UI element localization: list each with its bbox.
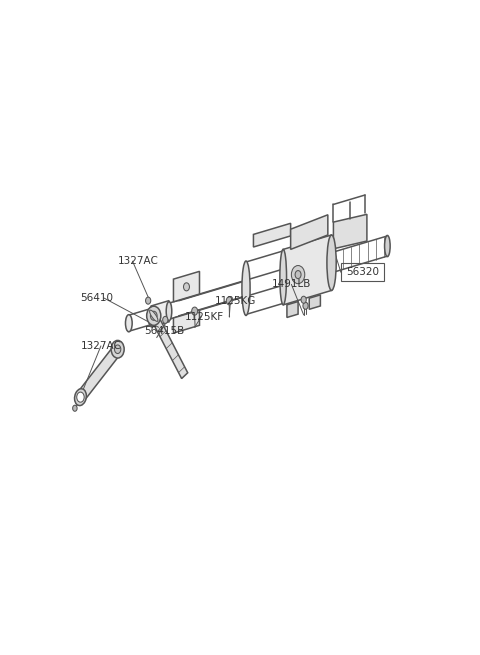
Ellipse shape: [166, 302, 172, 321]
Polygon shape: [151, 301, 169, 327]
Ellipse shape: [148, 307, 154, 326]
Circle shape: [183, 283, 190, 291]
Polygon shape: [151, 313, 188, 379]
Text: 1327AC: 1327AC: [81, 341, 121, 351]
Ellipse shape: [384, 235, 390, 257]
Polygon shape: [283, 235, 332, 305]
Polygon shape: [253, 223, 290, 247]
Ellipse shape: [280, 250, 287, 305]
Ellipse shape: [111, 341, 124, 358]
Circle shape: [301, 296, 306, 303]
Ellipse shape: [74, 388, 86, 405]
Ellipse shape: [125, 314, 132, 332]
Text: 1125KG: 1125KG: [215, 295, 256, 305]
Ellipse shape: [115, 345, 121, 354]
Circle shape: [72, 405, 77, 411]
Circle shape: [192, 307, 198, 315]
Text: 56410: 56410: [81, 293, 113, 303]
Circle shape: [145, 297, 151, 304]
Circle shape: [295, 271, 301, 278]
Polygon shape: [173, 271, 200, 302]
Circle shape: [291, 265, 305, 284]
Polygon shape: [287, 301, 298, 318]
Polygon shape: [79, 343, 120, 403]
Ellipse shape: [150, 310, 158, 322]
Polygon shape: [334, 214, 367, 249]
Circle shape: [303, 302, 308, 309]
Ellipse shape: [150, 311, 157, 320]
Circle shape: [163, 316, 168, 324]
Text: 1491LB: 1491LB: [272, 280, 312, 290]
Polygon shape: [290, 215, 328, 250]
Circle shape: [226, 297, 232, 305]
Ellipse shape: [242, 261, 250, 316]
Circle shape: [77, 392, 84, 402]
Text: 56415B: 56415B: [144, 326, 184, 336]
Ellipse shape: [147, 306, 161, 326]
Ellipse shape: [327, 235, 336, 290]
Polygon shape: [309, 295, 321, 309]
Text: 1125KF: 1125KF: [185, 312, 224, 322]
Text: 1327AC: 1327AC: [118, 256, 158, 266]
Polygon shape: [173, 310, 200, 333]
Text: 56320: 56320: [346, 267, 379, 277]
Bar: [341, 263, 384, 282]
